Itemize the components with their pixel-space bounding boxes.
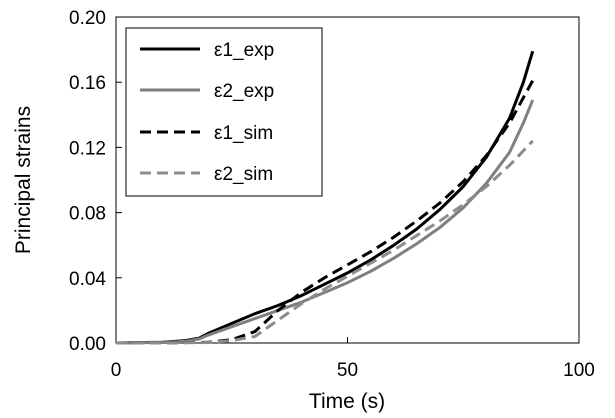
y-tick-label: 0.08 [69, 204, 106, 225]
x-tick-label: 100 [563, 360, 595, 381]
x-tick-label: 50 [337, 360, 358, 381]
y-tick-label: 0.04 [69, 269, 106, 290]
ticks: 0 50 100 0.00 0.04 0.08 0.12 0.16 0.20 [69, 8, 595, 381]
y-tick-label: 0.16 [69, 73, 106, 94]
legend-label-e1-sim: ε1_sim [214, 123, 273, 144]
legend: ε1_exp ε2_exp ε1_sim ε2_sim [125, 27, 323, 197]
y-tick-label: 0.12 [69, 138, 106, 159]
y-tick-label: 0.00 [69, 334, 106, 355]
series-line-e2-sim [116, 139, 534, 345]
legend-label-e2-exp: ε2_exp [214, 81, 274, 102]
legend-box [125, 27, 323, 197]
y-axis-label: Principal strains [12, 106, 35, 254]
series-layer [115, 50, 535, 345]
x-tick-label: 0 [111, 360, 122, 381]
series-line-e2-exp [115, 99, 535, 345]
legend-label-e2-sim: ε2_sim [214, 164, 273, 185]
y-tick-label: 0.20 [69, 8, 106, 29]
legend-label-e1-exp: ε1_exp [214, 40, 274, 61]
x-axis-label: Time (s) [309, 390, 385, 413]
